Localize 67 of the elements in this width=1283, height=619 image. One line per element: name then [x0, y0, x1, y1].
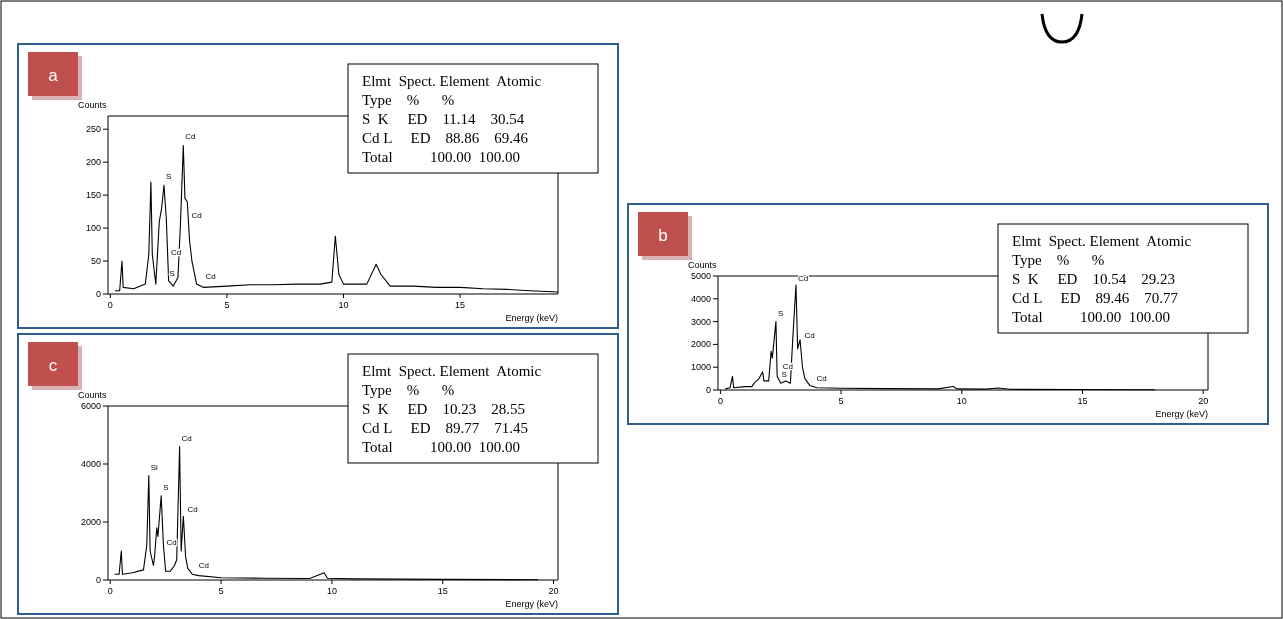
x-tick-label: 10 — [956, 396, 967, 406]
annotation: S — [777, 309, 784, 319]
annotation: Cd L ED 89.77 71.45 — [362, 420, 529, 436]
y-tick-label: 200 — [85, 157, 101, 168]
y-tick-label: 250 — [85, 124, 101, 135]
table-box: Elmt Spect. Element Atomic Type % % S K ED 10.54 29.23 Cd L ED 89.46 70.77 Total 100.00 100.00 — [997, 223, 1249, 334]
annotation: S — [169, 269, 175, 279]
y-tick-label: 0 — [95, 288, 101, 299]
x-tick-label: 5 — [838, 396, 844, 406]
annotation: Cd — [804, 330, 815, 340]
y-tick-label: 1000 — [690, 362, 711, 373]
annotation: Cd L ED 89.46 70.77 — [1012, 290, 1179, 306]
x-axis-title: Energy (keV) — [1155, 409, 1208, 419]
chart-title: a — [48, 66, 59, 85]
y-tick-label: 5000 — [690, 270, 711, 281]
y-tick-label: 6000 — [80, 400, 101, 411]
annotation: Cd — [191, 211, 202, 221]
chart-title: c — [48, 356, 58, 375]
y-axis-title: Counts — [78, 100, 108, 110]
annotation: Total 100.00 100.00 — [1012, 309, 1171, 325]
y-axis-title: Counts — [78, 390, 108, 400]
y-tick-label: 4000 — [690, 293, 711, 304]
annotation: Si — [150, 462, 159, 472]
x-axis-title: Energy (keV) — [505, 599, 558, 609]
table-box: Elmt Spect. Element Atomic Type % % S K ED 11.14 30.54 Cd L ED 88.86 69.46 Total 100.00 100.00 — [347, 63, 599, 174]
annotation: Total 100.00 100.00 — [362, 149, 521, 165]
y-tick-label: 2000 — [690, 339, 711, 350]
x-tick-label: 5 — [218, 586, 224, 596]
y-tick-label: 150 — [85, 190, 101, 201]
annotation: Cd L ED 88.86 69.46 — [362, 130, 529, 146]
annotation: Cd — [198, 561, 209, 571]
x-tick-label: 10 — [326, 586, 337, 596]
annotation: Cd — [816, 374, 827, 384]
y-tick-label: 2000 — [80, 516, 101, 527]
annotation: Cd — [181, 433, 192, 443]
x-tick-label: 15 — [1077, 396, 1088, 406]
y-axis-title: Counts — [688, 260, 718, 270]
table-box: Elmt Spect. Element Atomic Type % % S K ED 10.23 28.55 Cd L ED 89.77 71.45 Total 100.00 100.00 — [347, 353, 599, 464]
x-tick-label: 20 — [1198, 396, 1209, 406]
y-tick-label: 3000 — [690, 316, 711, 327]
x-tick-label: 15 — [455, 300, 466, 310]
annotation: Cd — [797, 273, 809, 283]
y-tick-label: 100 — [85, 223, 101, 234]
x-axis-title: Energy (keV) — [505, 313, 558, 323]
annotation: Cd — [166, 538, 177, 548]
x-tick-label: 10 — [338, 300, 349, 310]
y-tick-label: 4000 — [80, 458, 101, 469]
annotation: S K ED 10.54 29.23 — [1012, 271, 1175, 287]
annotation: Cd — [187, 504, 198, 514]
annotation: Total 100.00 100.00 — [362, 439, 521, 455]
x-tick-label: 20 — [548, 586, 559, 596]
x-tick-label: 0 — [717, 396, 723, 406]
annotation: S K ED 11.14 30.54 — [362, 111, 525, 127]
x-tick-label: 0 — [107, 586, 113, 596]
annotation: Cd — [185, 132, 196, 142]
y-tick-label: 50 — [90, 256, 101, 267]
annotation: S — [163, 483, 169, 492]
chart-title: b — [658, 226, 668, 245]
x-tick-label: 15 — [437, 586, 448, 596]
x-tick-label: 0 — [107, 300, 113, 310]
y-tick-label: 0 — [95, 574, 101, 585]
x-tick-label: 5 — [224, 300, 230, 310]
annotation: Cd — [205, 272, 216, 282]
annotation: S — [165, 171, 172, 181]
annotation: S — [781, 369, 787, 379]
annotation: S K ED 10.23 28.55 — [362, 401, 525, 417]
y-tick-label: 0 — [705, 384, 711, 395]
